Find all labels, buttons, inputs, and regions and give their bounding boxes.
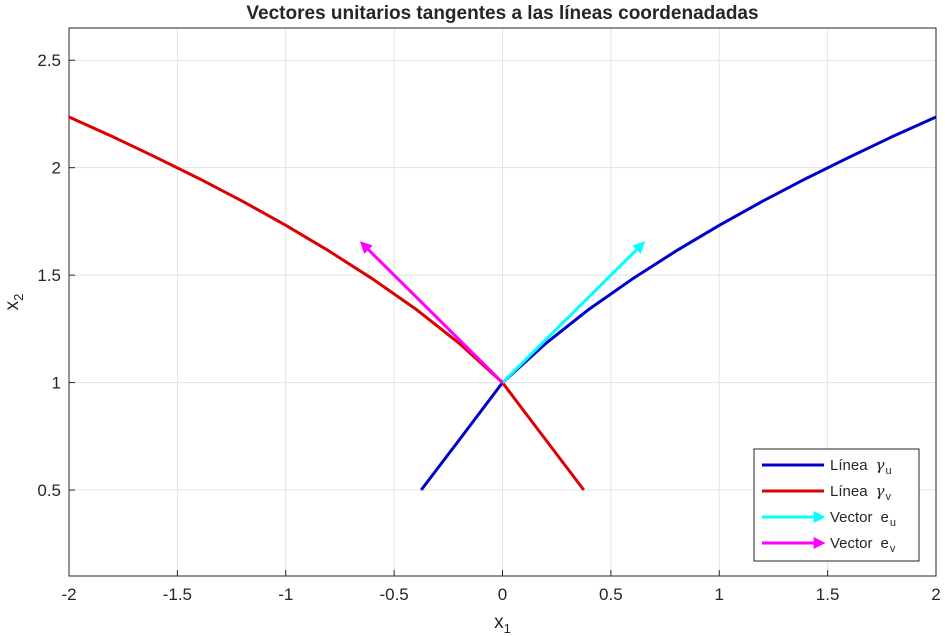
legend-label-symbol: e [881, 509, 889, 526]
y-axis-label-main: x [2, 300, 23, 310]
x-tick-label: 0.5 [599, 585, 623, 604]
x-tick-label: 1.5 [816, 585, 840, 604]
y-axis-label-sub: 2 [11, 294, 26, 301]
ticks: -2 -1.5 -1 -0.5 0 0.5 1 1.5 2 0.5 1 1.5 2 2.5 [37, 51, 940, 604]
legend-label-sub: u [890, 517, 896, 529]
legend-label-prefix: Vector [830, 509, 873, 526]
y-axis-label: x2 [2, 294, 26, 311]
legend-label-sub: v [886, 491, 892, 503]
x-tick-label: -0.5 [379, 585, 408, 604]
y-tick-label: 0.5 [37, 481, 61, 500]
legend-label-prefix: Vector [830, 535, 873, 552]
legend-label-sub: u [886, 465, 892, 477]
legend-label: Vector ev [830, 535, 896, 555]
plot-area [68, 115, 937, 491]
x-axis-label: x1 [494, 612, 511, 636]
x-tick-label: 0 [498, 585, 507, 604]
series-arrow [359, 241, 504, 384]
y-tick-label: 1 [52, 374, 61, 393]
x-tick-label: -2 [61, 585, 76, 604]
chart-title: Vectores unitarios tangentes a las línea… [246, 3, 758, 24]
legend-label-symbol: γ [876, 456, 885, 474]
x-axis-label-main: x [494, 612, 504, 633]
x-tick-label: -1.5 [163, 585, 192, 604]
series-line [420, 115, 937, 491]
x-tick-label: 1 [715, 585, 724, 604]
legend-label-symbol: e [881, 535, 889, 552]
series-arrow [501, 241, 646, 384]
legend-label: Línea γv [830, 482, 892, 503]
y-tick-label: 2.5 [37, 51, 61, 70]
y-tick-label: 1.5 [37, 266, 61, 285]
series-line [68, 115, 585, 491]
legend-label-sub: v [890, 543, 896, 555]
y-tick-label: 2 [52, 159, 61, 178]
legend-label-symbol: γ [876, 482, 885, 500]
legend-label-prefix: Línea [830, 483, 868, 500]
legend-label: Vector eu [830, 509, 896, 529]
legend-label-prefix: Línea [830, 457, 868, 474]
x-axis-label-sub: 1 [504, 621, 511, 636]
legend-label: Línea γu [830, 456, 892, 477]
x-tick-label: 2 [931, 585, 940, 604]
x-tick-label: -1 [278, 585, 293, 604]
